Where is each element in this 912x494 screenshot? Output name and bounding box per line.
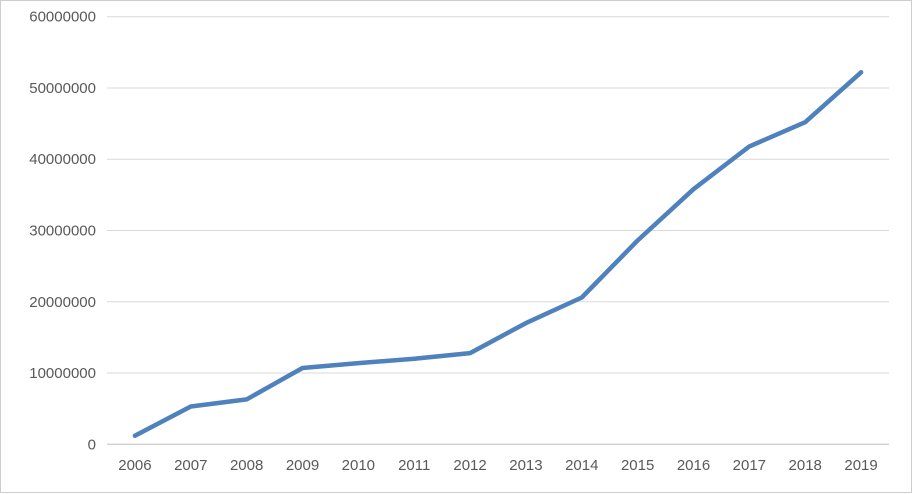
x-tick-label: 2006: [118, 457, 151, 474]
x-tick-label: 2015: [621, 457, 654, 474]
x-tick-label: 2010: [342, 457, 375, 474]
x-tick-label: 2018: [789, 457, 822, 474]
y-tick-label: 60000000: [29, 9, 96, 26]
data-series-line: [132, 70, 864, 438]
x-tick-label: 2011: [398, 457, 430, 474]
x-tick-label: 2009: [286, 457, 319, 474]
x-tick-label: 2012: [453, 457, 486, 474]
x-tick-label: 2014: [565, 457, 598, 474]
y-tick-label: 50000000: [29, 80, 96, 97]
y-tick-label: 40000000: [29, 151, 96, 168]
x-tick-label: 2017: [733, 457, 766, 474]
y-tick-label: 10000000: [29, 365, 96, 382]
y-tick-label: 30000000: [29, 223, 96, 240]
x-tick-label: 2013: [509, 457, 542, 474]
x-tick-label: 2007: [174, 457, 207, 474]
y-tick-label: 20000000: [29, 294, 96, 311]
x-tick-label: 2008: [230, 457, 263, 474]
y-tick-label: 0: [88, 436, 96, 453]
x-tick-label: 2019: [844, 457, 877, 474]
x-tick-label: 2016: [677, 457, 710, 474]
